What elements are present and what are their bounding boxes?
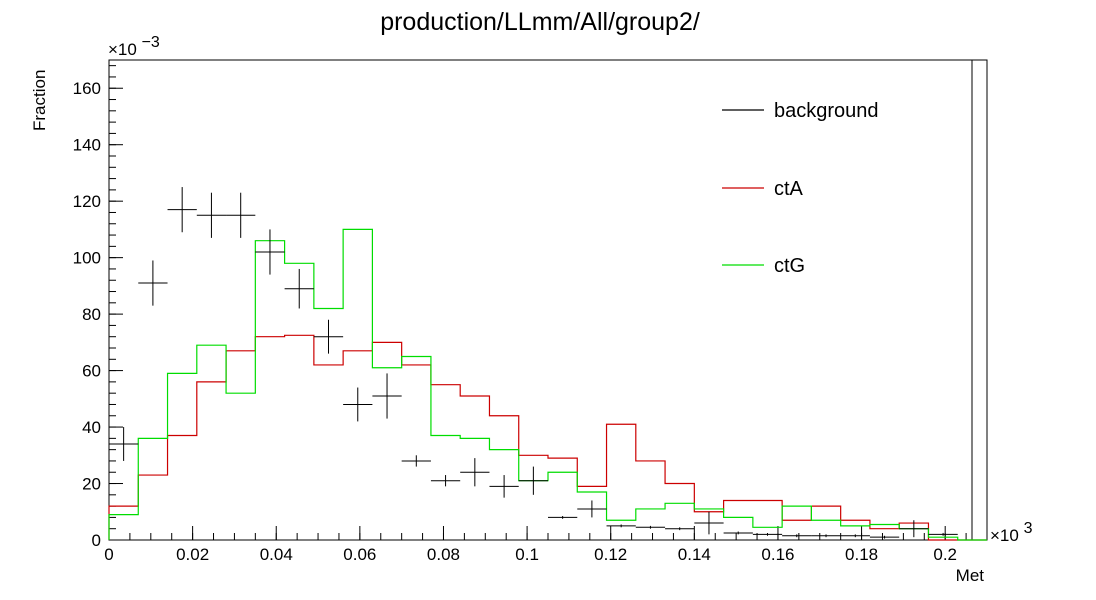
legend: background ctA ctG <box>722 100 879 277</box>
svg-text:×10 −3: ×10 −3 <box>108 34 160 59</box>
x-axis-title: Met <box>956 566 985 585</box>
x-multiplier-exponent: 3 <box>1024 520 1033 537</box>
plot-frame <box>108 59 988 541</box>
legend-label-ctG: ctG <box>774 255 805 277</box>
x-tick-label: 0 <box>104 545 113 564</box>
x-tick-label: 0.1 <box>515 545 539 564</box>
y-tick-label: 120 <box>73 192 101 211</box>
y-multiplier-exponent: −3 <box>142 34 160 51</box>
y-tick-label: 80 <box>82 305 101 324</box>
legend-label-ctA: ctA <box>774 178 804 200</box>
x-multiplier-base: ×10 <box>990 526 1019 545</box>
y-tick-label: 100 <box>73 249 101 268</box>
x-tick-label: 0.16 <box>761 545 794 564</box>
y-tick-label: 0 <box>92 531 101 550</box>
series-ctA-line <box>108 334 987 541</box>
legend-label-background: background <box>774 100 879 122</box>
x-tick-label: 0.12 <box>594 545 627 564</box>
plot-area: 0 0.02 0.04 0.06 0.08 0.1 0.12 0.14 0.16 0.18 0.2 0… <box>73 59 988 564</box>
y-axis-title: Fraction <box>30 70 49 131</box>
chart-title: production/LLmm/All/group2/ <box>380 8 700 36</box>
x-tick-label: 0.02 <box>176 545 209 564</box>
x-tick-label: 0.04 <box>260 545 293 564</box>
y-multiplier-label: ×10 −3 <box>108 34 160 59</box>
x-tick-label: 0.2 <box>933 545 957 564</box>
x-tick-label: 0.18 <box>845 545 878 564</box>
x-tick-label: 0.06 <box>343 545 376 564</box>
y-tick-label: 20 <box>82 475 101 494</box>
series-ctG-line <box>108 228 987 541</box>
x-multiplier-label: ×10 3 <box>990 520 1033 545</box>
y-tick-label: 60 <box>82 362 101 381</box>
y-tick-label: 140 <box>73 136 101 155</box>
y-multiplier-base: ×10 <box>108 40 137 59</box>
x-tick-label: 0.14 <box>678 545 711 564</box>
svg-text:×10 3: ×10 3 <box>990 520 1033 545</box>
y-tick-label: 160 <box>73 79 101 98</box>
y-tick-label: 40 <box>82 418 101 437</box>
x-tick-label: 0.08 <box>427 545 460 564</box>
